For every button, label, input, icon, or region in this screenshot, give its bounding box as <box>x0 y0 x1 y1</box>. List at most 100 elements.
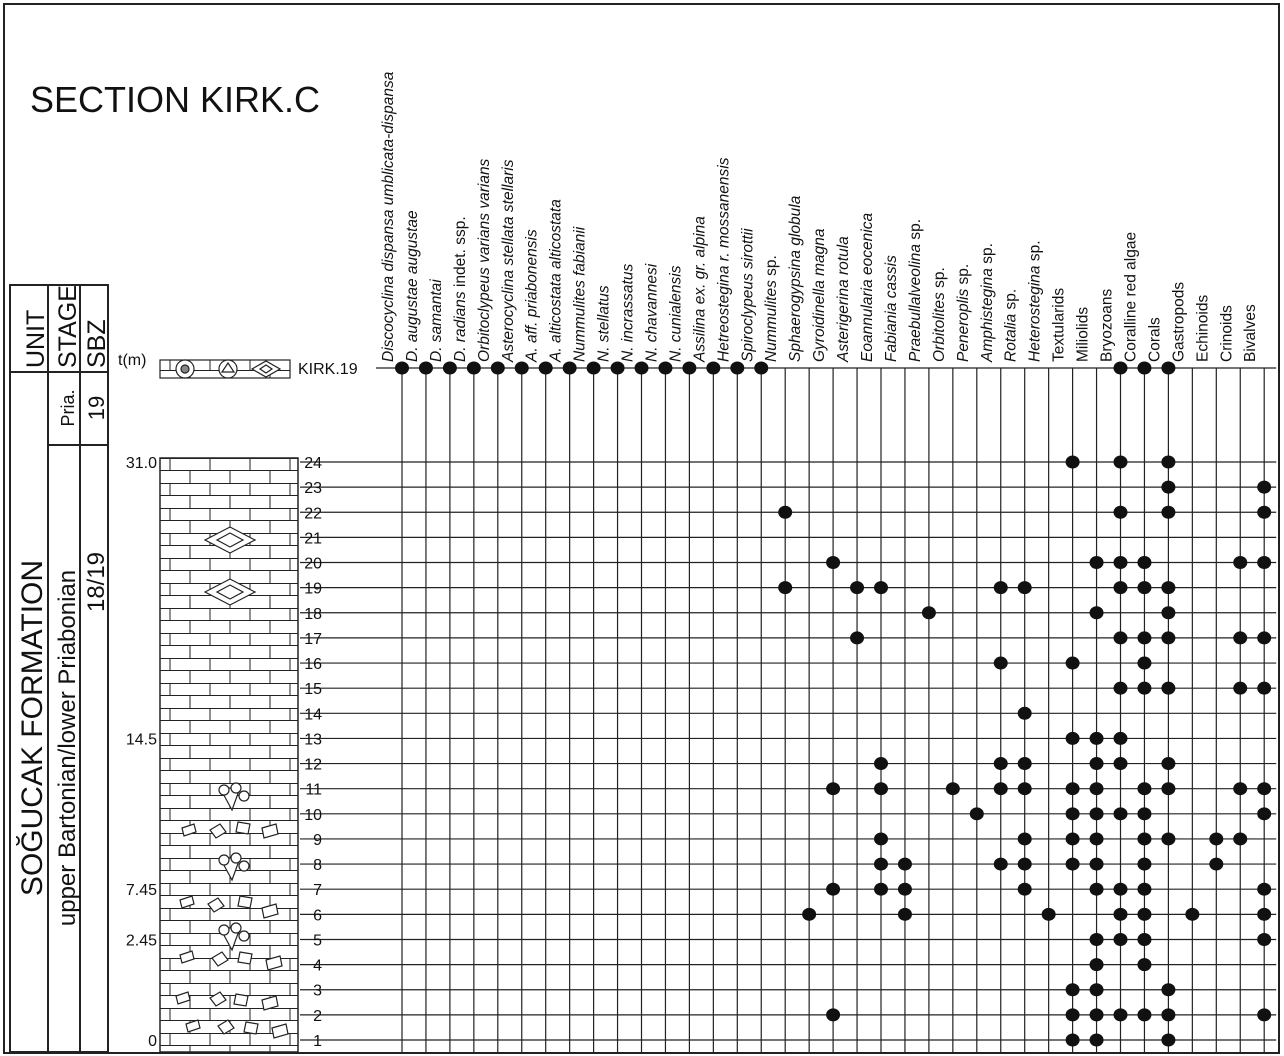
occurrence-dot <box>1066 983 1080 996</box>
taxon-name: Coralline red algae <box>1122 232 1139 362</box>
taxon-name: D. samantai <box>428 279 445 362</box>
taxon-name: Gastropods <box>1170 282 1187 362</box>
sbz-header: SBZ <box>83 319 111 368</box>
taxon-name: Spiroclypeus sirottii <box>739 228 756 362</box>
range-chart: SECTION KIRK.C UNIT STAGE SBZ SOĞUCAK FO… <box>0 0 1284 1056</box>
occurrence-dot <box>1233 832 1247 845</box>
occurrence-dot <box>802 908 816 921</box>
occurrence-dot <box>1137 782 1151 795</box>
occurrence-dot <box>1161 362 1175 375</box>
occurrence-dot <box>1114 732 1128 745</box>
occurrence-dot <box>754 362 768 375</box>
thickness-label: 2.45 <box>126 932 157 949</box>
taxon-label: Asterocyclina stellata stellaris <box>500 159 517 363</box>
sample-label: 19 <box>304 581 322 598</box>
taxon-name: Rotalia <box>1003 313 1020 362</box>
taxon-name: N. chavannesi <box>643 263 660 362</box>
taxon-label: Miliolids <box>1075 307 1092 362</box>
occurrence-dot <box>1137 362 1151 375</box>
sample-label: 7 <box>313 882 322 899</box>
occurrence-dot <box>1114 581 1128 594</box>
occurrence-dot <box>1137 883 1151 896</box>
occurrence-dot <box>419 362 433 375</box>
sample-label: 18 <box>304 606 322 623</box>
occurrence-dot <box>1161 506 1175 519</box>
occurrence-dot <box>1161 782 1175 795</box>
taxon-label: N. chavannesi <box>643 263 660 362</box>
taxon-name: Sphaerogypsina globula <box>787 195 804 362</box>
stage-label: upper Bartonian/lower Priabonian <box>54 570 81 926</box>
taxon-label: Rotalia sp. <box>1003 289 1020 362</box>
occurrence-dot <box>1114 807 1128 820</box>
taxon-label: Peneroplis sp. <box>955 264 972 362</box>
taxon-name: Nummulites <box>763 280 780 362</box>
occurrence-dot <box>1066 1008 1080 1021</box>
taxon-suffix: sp. <box>1027 240 1044 261</box>
occurrence-dot <box>1114 506 1128 519</box>
sample-label: 20 <box>304 556 322 573</box>
occurrence-dot <box>1114 933 1128 946</box>
stage-label: Pria. <box>58 389 78 426</box>
taxon-name: Echinoids <box>1194 295 1211 362</box>
occurrence-dot <box>1233 782 1247 795</box>
occurrence-dot <box>1066 832 1080 845</box>
taxon-name: Heterostegina <box>1027 265 1044 362</box>
occurrence-dot <box>1114 1008 1128 1021</box>
occurrence-dot <box>1209 832 1223 845</box>
taxon-name: Miliolids <box>1075 307 1092 362</box>
taxon-suffix: sp. <box>955 264 972 285</box>
occurrence-dot <box>874 832 888 845</box>
occurrence-dot <box>1066 807 1080 820</box>
thickness-label: 31.0 <box>126 455 157 472</box>
occurrence-dot <box>1090 1033 1104 1046</box>
occurrence-dot <box>1018 883 1032 896</box>
taxon-suffix: sp. <box>1003 289 1020 310</box>
taxon-label: N. cunialensis <box>667 265 684 362</box>
taxon-name: Assilina ex. gr. alpina <box>691 216 708 363</box>
occurrence-dot <box>1066 657 1080 670</box>
sample-label: 5 <box>313 932 322 949</box>
occurrence-dot <box>1137 807 1151 820</box>
taxon-label: Textularids <box>1051 288 1068 362</box>
taxon-label: Praebullalveolina sp. <box>907 219 924 362</box>
occurrence-dot <box>1257 631 1271 644</box>
taxon-label: Heterostegina sp. <box>1027 240 1044 362</box>
occurrence-dot <box>1018 581 1032 594</box>
sample-label: 2 <box>313 1008 322 1025</box>
occurrence-dot <box>1137 631 1151 644</box>
thickness-label: 7.45 <box>126 882 157 899</box>
occurrence-dot <box>1066 1033 1080 1046</box>
occurrence-dot <box>1257 1008 1271 1021</box>
occurrence-dot <box>994 858 1008 871</box>
occurrence-dot <box>1090 807 1104 820</box>
occurrence-dot <box>1090 832 1104 845</box>
taxon-name: A. aff. priabonensis <box>524 229 541 363</box>
occurrence-dot <box>826 782 840 795</box>
occurrence-dot <box>1161 757 1175 770</box>
taxon-name: Praebullalveolina <box>907 244 924 362</box>
sample-label: 6 <box>313 907 322 924</box>
occurrence-dot <box>1114 362 1128 375</box>
taxon-label: Nummulites fabianii <box>572 226 589 362</box>
taxon-name: Bryozoans <box>1099 289 1116 362</box>
occurrence-dot <box>1018 858 1032 871</box>
occurrence-dot <box>1161 606 1175 619</box>
taxon-label: Eoannularia eocenica <box>859 213 876 362</box>
occurrence-dot <box>682 362 696 375</box>
occurrence-dot <box>898 883 912 896</box>
occurrence-dot <box>1257 933 1271 946</box>
occurrence-dot <box>1161 1033 1175 1046</box>
occurrence-dot <box>1137 657 1151 670</box>
taxon-name: D. augustae augustae <box>404 210 421 362</box>
page: SECTION KIRK.C UNIT STAGE SBZ SOĞUCAK FO… <box>0 0 1284 1056</box>
occurrence-dot <box>1257 807 1271 820</box>
unit-header: UNIT <box>22 310 50 368</box>
sample-label: 23 <box>304 480 322 497</box>
taxon-label: Hetreostegina r. mossanensis <box>715 157 732 362</box>
occurrence-dot <box>1090 883 1104 896</box>
occurrence-dot <box>1018 757 1032 770</box>
occurrence-dot <box>922 606 936 619</box>
occurrence-dot <box>898 858 912 871</box>
taxon-label: Asterigerina rotula <box>835 236 852 363</box>
taxon-label: Echinoids <box>1194 295 1211 362</box>
